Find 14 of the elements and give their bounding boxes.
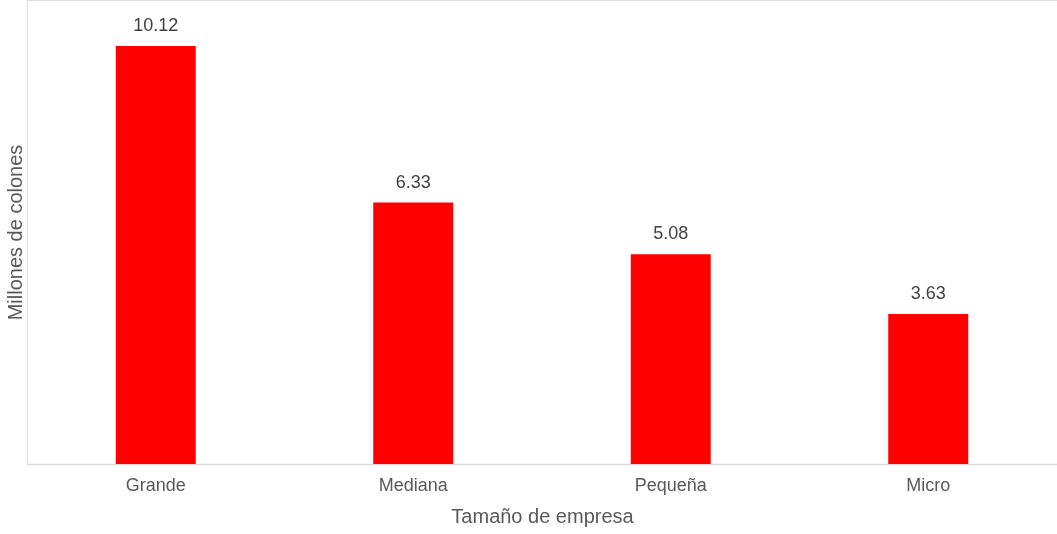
x-axis-title: Tamaño de empresa — [451, 504, 635, 527]
x-tick-label: Grande — [125, 474, 186, 495]
data-label: 6.33 — [395, 171, 431, 192]
bar — [888, 314, 969, 464]
data-label: 10.12 — [133, 14, 179, 35]
bar — [115, 45, 196, 464]
x-tick-label: Pequeña — [634, 474, 708, 495]
bar — [630, 254, 711, 464]
x-tick-label: Micro — [906, 474, 951, 495]
bar — [373, 202, 454, 464]
x-tick-label: Mediana — [378, 474, 449, 495]
y-axis-title: Millones de colones — [3, 144, 26, 321]
data-label: 3.63 — [910, 283, 946, 304]
data-label: 5.08 — [653, 223, 689, 244]
